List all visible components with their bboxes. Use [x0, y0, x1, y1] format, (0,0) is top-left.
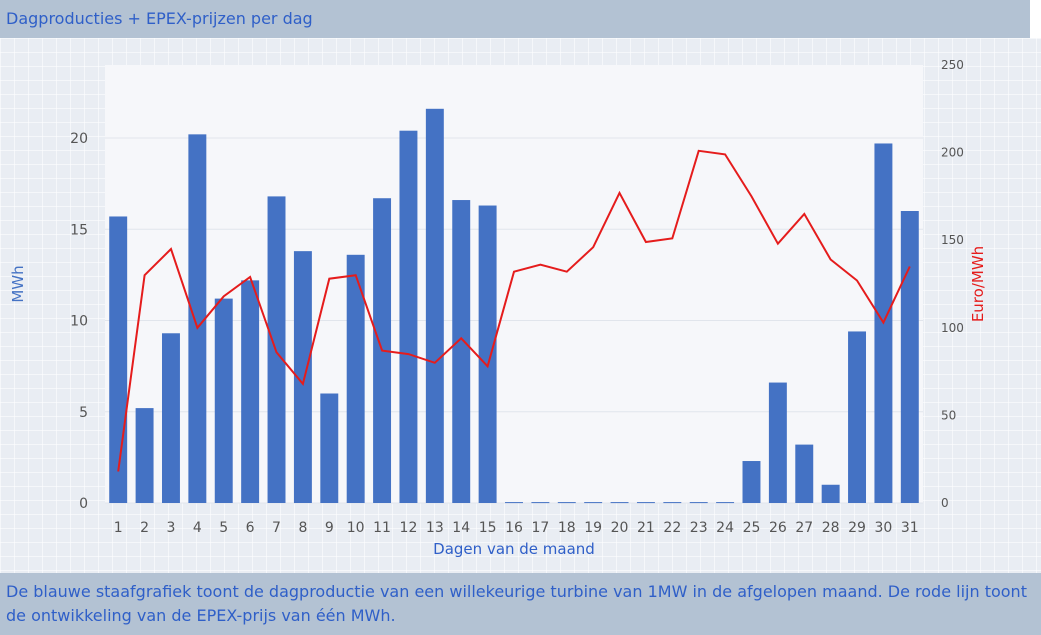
bar — [161, 333, 180, 503]
bar — [584, 502, 603, 504]
x-axis-title: Dagen van de maand — [433, 540, 595, 558]
y2-tick-label: 150 — [941, 233, 964, 247]
y-tick-label: 5 — [79, 405, 88, 421]
y2-tick-label: 0 — [941, 496, 949, 510]
x-tick-label: 11 — [373, 520, 391, 536]
bar — [768, 382, 787, 503]
y-tick-label: 20 — [70, 131, 88, 147]
x-tick-label: 1 — [114, 520, 123, 536]
bar — [346, 254, 365, 503]
x-tick-label: 9 — [325, 520, 334, 536]
x-tick-label: 3 — [167, 520, 176, 536]
x-tick-label: 23 — [690, 520, 708, 536]
bar — [293, 251, 312, 503]
x-tick-label: 10 — [347, 520, 365, 536]
x-tick-label: 22 — [663, 520, 681, 536]
bar — [716, 502, 735, 504]
x-tick-label: 24 — [716, 520, 734, 536]
x-tick-label: 20 — [611, 520, 629, 536]
x-tick-label: 25 — [743, 520, 761, 536]
y2-tick-label: 200 — [941, 146, 964, 160]
x-tick-label: 30 — [875, 520, 893, 536]
y-tick-label: 10 — [70, 314, 88, 330]
x-tick-label: 8 — [298, 520, 307, 536]
x-tick-label: 15 — [479, 520, 497, 536]
chart-caption: De blauwe staafgrafiek toont de dagprodu… — [0, 573, 1041, 635]
x-tick-label: 6 — [246, 520, 255, 536]
x-tick-label: 4 — [193, 520, 202, 536]
x-tick-label: 5 — [219, 520, 228, 536]
y2-tick-label: 100 — [941, 321, 964, 335]
bar — [531, 502, 550, 504]
y2-tick-label: 50 — [941, 408, 956, 422]
x-tick-label: 7 — [272, 520, 281, 536]
bar — [241, 280, 260, 503]
bar — [452, 200, 471, 504]
bar — [610, 502, 629, 504]
bar — [663, 502, 682, 504]
bar — [557, 502, 576, 504]
x-tick-label: 19 — [584, 520, 602, 536]
x-tick-label: 2 — [140, 520, 149, 536]
x-tick-label: 14 — [452, 520, 470, 536]
bar — [478, 205, 497, 503]
bar — [399, 130, 418, 503]
x-tick-label: 21 — [637, 520, 655, 536]
bar — [109, 216, 128, 503]
bar — [135, 408, 154, 503]
y2-tick-label: 250 — [941, 58, 964, 72]
bar — [848, 331, 867, 503]
bar — [795, 444, 814, 503]
x-tick-label: 28 — [822, 520, 840, 536]
x-tick-label: 17 — [531, 520, 549, 536]
bar — [821, 484, 840, 503]
bar — [505, 502, 523, 504]
price-line — [117, 149, 911, 472]
bar — [188, 134, 207, 503]
y-axis-title: MWh — [9, 265, 27, 302]
bar — [636, 502, 655, 504]
chart-title: Dagproducties + EPEX-prijzen per dag — [0, 0, 1030, 38]
bar — [425, 108, 444, 504]
x-tick-label: 27 — [795, 520, 813, 536]
bar — [689, 502, 708, 504]
x-tick-label: 29 — [848, 520, 866, 536]
x-tick-label: 13 — [426, 520, 444, 536]
bar — [320, 393, 339, 503]
bar — [742, 461, 761, 503]
bar — [214, 298, 233, 503]
y-tick-label: 15 — [70, 222, 88, 238]
bar — [900, 211, 919, 503]
x-tick-label: 26 — [769, 520, 787, 536]
x-tick-label: 18 — [558, 520, 576, 536]
x-tick-label: 12 — [400, 520, 418, 536]
y2-axis-title: Euro/MWh — [969, 246, 987, 322]
x-tick-label: 31 — [901, 520, 919, 536]
x-tick-label: 16 — [505, 520, 523, 536]
y-tick-label: 0 — [79, 496, 88, 512]
